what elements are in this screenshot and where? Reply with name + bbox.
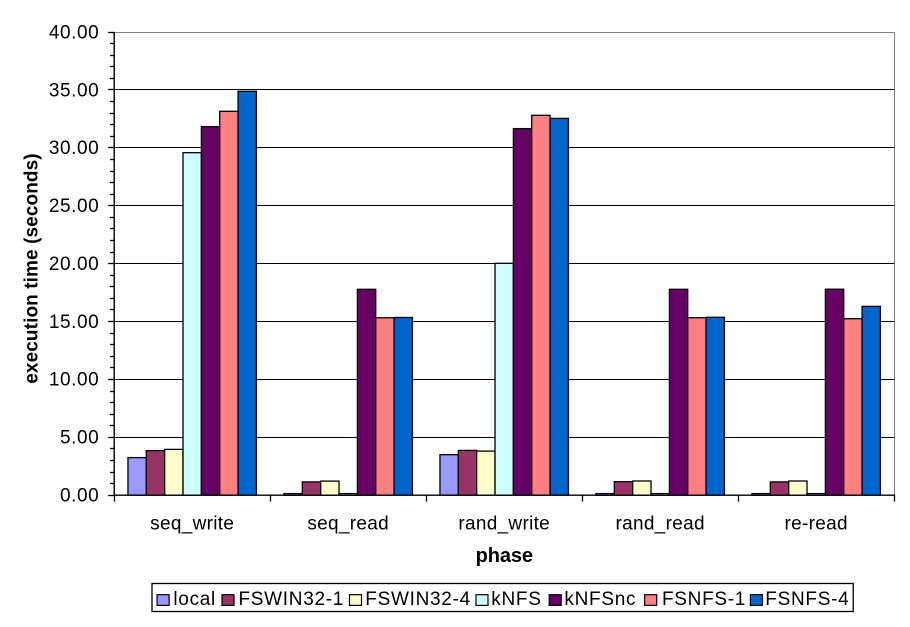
svg-text:FSNFS-1: FSNFS-1 [662,589,746,610]
svg-text:0.00: 0.00 [60,486,99,507]
svg-text:rand_read: rand_read [616,513,705,534]
svg-text:phase: phase [476,545,533,567]
svg-text:kNFS: kNFS [491,589,541,610]
svg-text:FSWIN32-1: FSWIN32-1 [239,589,345,610]
svg-text:re-read: re-read [785,513,848,534]
svg-text:seq_read: seq_read [307,513,389,534]
svg-text:5.00: 5.00 [60,428,99,449]
svg-text:local: local [173,589,216,610]
svg-text:rand_write: rand_write [458,513,550,534]
svg-text:40.00: 40.00 [49,22,99,43]
svg-text:30.00: 30.00 [49,138,99,159]
svg-text:10.00: 10.00 [49,370,99,391]
svg-text:seq_write: seq_write [150,513,234,534]
svg-text:kNFSnc: kNFSnc [564,589,636,610]
svg-text:20.00: 20.00 [49,254,99,275]
svg-text:execution time (seconds): execution time (seconds) [21,153,42,383]
svg-text:15.00: 15.00 [49,312,99,333]
svg-text:35.00: 35.00 [49,80,99,101]
svg-text:25.00: 25.00 [49,196,99,217]
svg-text:FSNFS-4: FSNFS-4 [765,589,849,610]
svg-text:FSWIN32-4: FSWIN32-4 [365,589,471,610]
